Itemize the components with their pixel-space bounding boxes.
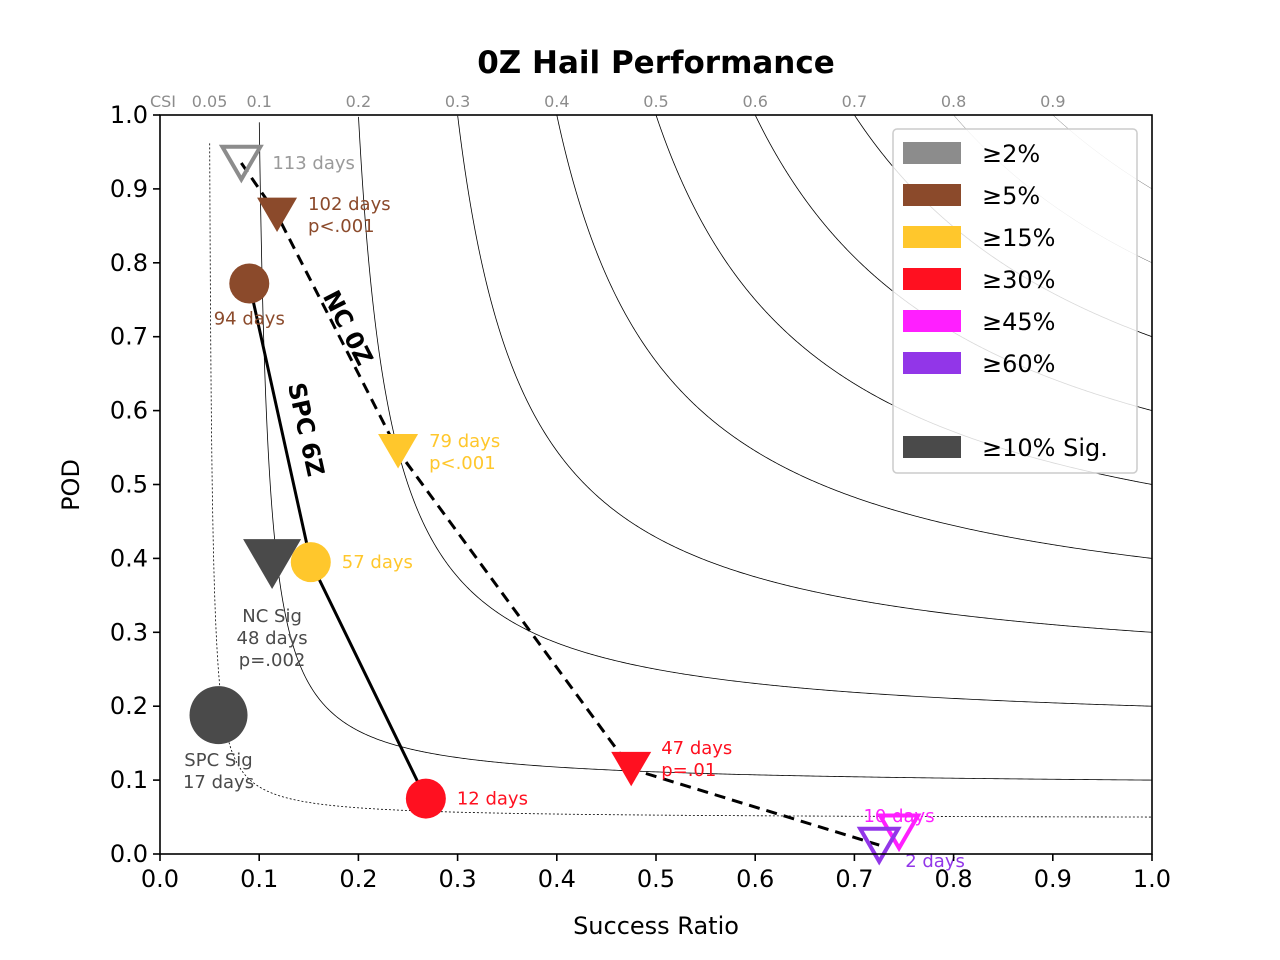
legend-label: ≥30% xyxy=(982,266,1055,294)
x-tick-label: 0.4 xyxy=(538,865,576,893)
csi-tick-label: 0.6 xyxy=(742,92,767,111)
series-point-marker xyxy=(229,263,270,304)
csi-contour xyxy=(457,115,1152,633)
x-tick-label: 0.9 xyxy=(1034,865,1072,893)
csi-tick-label: 0.3 xyxy=(445,92,470,111)
csi-tick-label: 0.9 xyxy=(1040,92,1065,111)
sig-point-label: SPC Sig xyxy=(184,750,252,771)
series-point-marker xyxy=(405,778,446,819)
legend-box xyxy=(892,128,1138,474)
legend-swatch xyxy=(903,142,961,164)
csi-tick-label: 0.4 xyxy=(544,92,569,111)
csi-contour xyxy=(258,122,1152,781)
x-tick-label: 0.0 xyxy=(141,865,179,893)
chart-title: 0Z Hail Performance xyxy=(477,45,835,81)
point-label: 47 days xyxy=(661,738,732,759)
y-axis-label: POD xyxy=(57,459,85,511)
csi-tick-label: 0.2 xyxy=(346,92,371,111)
y-tick-label: 0.2 xyxy=(110,692,148,720)
legend-swatch xyxy=(903,310,961,332)
sig-point-marker xyxy=(243,539,302,590)
series-point-marker xyxy=(611,751,652,787)
y-tick-label: 0.5 xyxy=(110,471,148,499)
csi-tick-label: 0.5 xyxy=(643,92,668,111)
y-tick-label: 0.8 xyxy=(110,249,148,277)
series-point-marker xyxy=(290,542,331,583)
point-label: 57 days xyxy=(342,552,413,573)
legend-label: ≥60% xyxy=(982,350,1055,378)
series-point-marker xyxy=(378,434,419,469)
axes: 0.05 0.1 0.2 0.3 0.4 0.5 0.6 0.7 0.8 0.9 0.0 0.1 0.2… xyxy=(110,92,1171,893)
legend-swatch xyxy=(903,268,961,290)
x-tick-label: 0.6 xyxy=(736,865,774,893)
csi-tick-label: 0.8 xyxy=(941,92,966,111)
y-tick-label: 1.0 xyxy=(110,101,148,129)
y-tick-label: 0.1 xyxy=(110,766,148,794)
csi-contour xyxy=(556,115,1152,559)
legend-swatch xyxy=(903,352,961,374)
csi-tick-label: 0.7 xyxy=(842,92,867,111)
point-label: 113 days xyxy=(272,153,355,174)
point-label: p<.001 xyxy=(308,216,375,237)
series-point-marker xyxy=(257,197,298,232)
legend-label: ≥45% xyxy=(982,308,1055,336)
legend-label: ≥10% Sig. xyxy=(982,434,1108,462)
y-tick-label: 0.3 xyxy=(110,618,148,646)
y-tick-label: 0.6 xyxy=(110,397,148,425)
x-tick-label: 0.3 xyxy=(439,865,477,893)
series-point-marker xyxy=(218,144,264,184)
y-tick-label: 0.9 xyxy=(110,175,148,203)
legend-swatch xyxy=(903,436,961,458)
legend-swatch xyxy=(903,184,961,206)
x-tick-label: 0.1 xyxy=(240,865,278,893)
legend-swatch xyxy=(903,226,961,248)
sig-point-label: p=.002 xyxy=(239,650,306,671)
x-tick-label: 0.2 xyxy=(339,865,377,893)
point-label: p=.01 xyxy=(661,760,716,781)
sig-point-label: 17 days xyxy=(183,772,254,793)
csi-contour xyxy=(358,116,1152,707)
legend-label: ≥5% xyxy=(982,182,1040,210)
point-label: p<.001 xyxy=(429,453,496,474)
point-label: 10 days xyxy=(863,806,934,827)
csi-tick-label: 0.1 xyxy=(246,92,271,111)
point-label: 102 days xyxy=(308,194,391,215)
sig-point-label: 48 days xyxy=(237,628,308,649)
x-tick-label: 0.7 xyxy=(835,865,873,893)
y-tick-label: 0.4 xyxy=(110,544,148,572)
chart-marks xyxy=(189,144,922,866)
legend-label: ≥15% xyxy=(982,224,1055,252)
csi-tick-label: 0.05 xyxy=(192,92,228,111)
sig-point-marker xyxy=(189,686,248,745)
x-tick-label: 1.0 xyxy=(1133,865,1171,893)
point-label: 12 days xyxy=(457,789,528,810)
point-label: 2 days xyxy=(905,851,965,872)
point-label: 94 days xyxy=(214,308,285,329)
series-point-marker xyxy=(856,826,902,866)
y-tick-label: 0.0 xyxy=(110,840,148,868)
point-label: 79 days xyxy=(429,431,500,452)
series-point-marker xyxy=(876,813,922,853)
x-axis-label: Success Ratio xyxy=(573,912,739,940)
x-tick-label: 0.8 xyxy=(935,865,973,893)
legend-label: ≥2% xyxy=(982,140,1040,168)
legend: ≥2% ≥5% ≥15% ≥30% ≥45% ≥60% ≥10% Sig. xyxy=(892,128,1138,474)
x-tick-label: 0.5 xyxy=(637,865,675,893)
y-tick-label: 0.7 xyxy=(110,323,148,351)
csi-axis-label: CSI xyxy=(150,92,176,111)
sig-point-label: NC Sig xyxy=(242,606,302,627)
